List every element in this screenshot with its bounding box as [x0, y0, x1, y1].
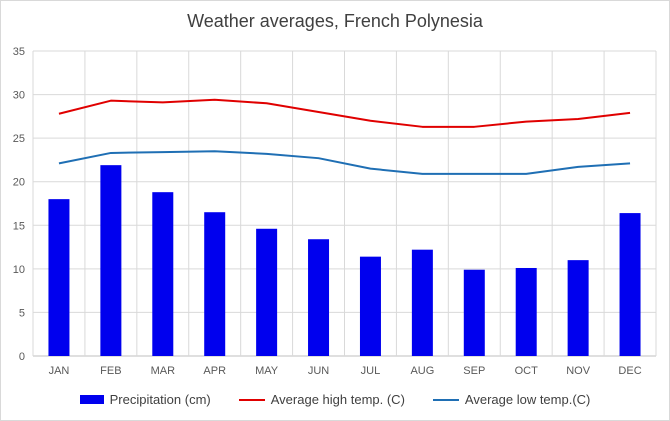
legend-item-high-temp: Average high temp. (C)	[238, 392, 405, 407]
x-tick-label: MAY	[255, 365, 279, 377]
line-low-temp	[58, 150, 631, 175]
bar-precipitation	[152, 192, 174, 356]
x-tick-label: MAR	[151, 365, 176, 377]
chart-title: Weather averages, French Polynesia	[187, 11, 483, 31]
y-tick-label: 20	[13, 177, 25, 189]
x-tick-label: DEC	[618, 365, 641, 377]
y-tick-label: 30	[13, 90, 25, 102]
y-tick-label: 5	[19, 307, 25, 319]
bar-precipitation	[308, 239, 330, 356]
legend-label-precipitation: Precipitation (cm)	[109, 392, 211, 407]
legend-item-precipitation: Precipitation (cm)	[79, 392, 211, 407]
bar-precipitation	[204, 212, 226, 356]
bar-precipitation	[515, 267, 537, 356]
y-tick-label: 35	[13, 46, 25, 58]
bar-precipitation	[619, 213, 641, 356]
legend-label-high-temp: Average high temp. (C)	[270, 392, 405, 407]
line-high-temp	[58, 98, 631, 128]
y-tick-label: 15	[13, 220, 25, 232]
x-tick-label: NOV	[566, 365, 591, 377]
bar-precipitation	[567, 260, 589, 356]
legend-item-low-temp: Average low temp.(C)	[432, 392, 591, 407]
bar-precipitation	[359, 256, 381, 356]
bar-precipitation	[411, 249, 433, 356]
x-tick-label: APR	[203, 365, 226, 377]
x-tick-label: JUL	[361, 365, 381, 377]
legend-swatch-precipitation	[79, 395, 104, 404]
x-tick-label: FEB	[100, 365, 121, 377]
chart-legend: Precipitation (cm) Average high temp. (C…	[1, 392, 669, 407]
legend-swatch-low-temp	[432, 398, 459, 401]
x-tick-label: JUN	[308, 365, 329, 377]
chart-plot: 0 5 10 15 20 25 30 35 JAN FEB MAR APR MAY JUN JUL AUG SE…	[13, 46, 657, 377]
x-tick-label: AUG	[410, 365, 434, 377]
x-tick-label: SEP	[463, 365, 485, 377]
y-tick-label: 25	[13, 133, 25, 145]
bar-precipitation	[100, 165, 122, 356]
bar-precipitation	[256, 228, 278, 356]
x-tick-label: JAN	[49, 365, 70, 377]
legend-label-low-temp: Average low temp.(C)	[464, 392, 591, 407]
bar-precipitation	[48, 199, 70, 356]
x-tick-label: OCT	[515, 365, 539, 377]
legend-swatch-high-temp	[238, 398, 265, 401]
bar-precipitation	[463, 269, 485, 356]
y-tick-label: 0	[19, 351, 25, 363]
y-tick-label: 10	[13, 264, 25, 276]
